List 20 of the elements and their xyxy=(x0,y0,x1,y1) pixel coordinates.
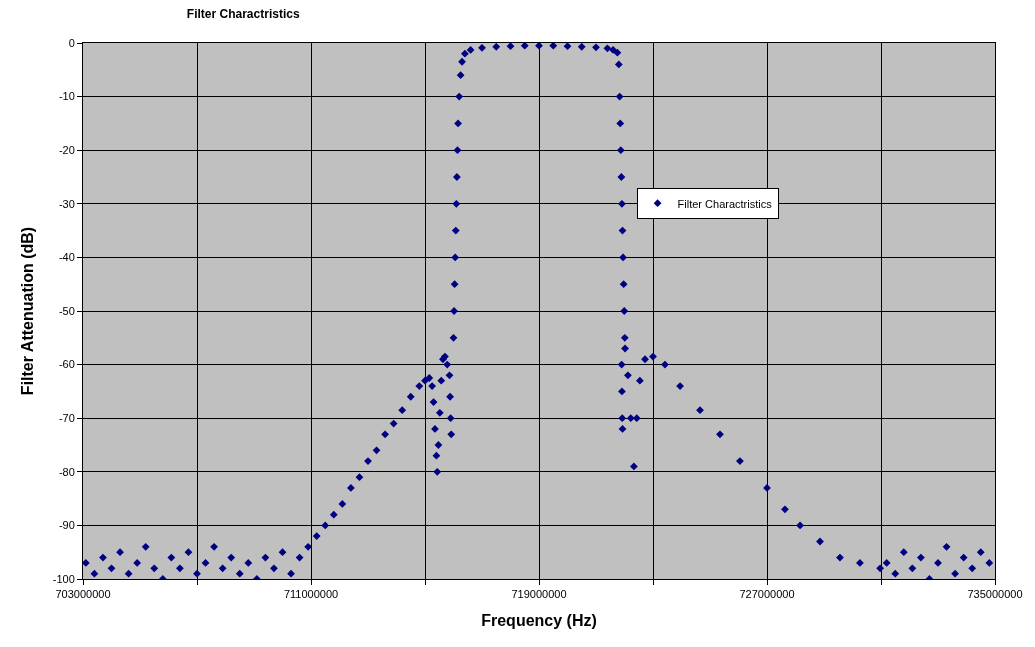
x-tick-label: 719000000 xyxy=(511,588,567,601)
y-tick-label: 0 xyxy=(68,36,75,49)
x-tick-label: 727000000 xyxy=(739,588,795,601)
y-tick-label: -80 xyxy=(58,465,75,478)
x-tick-label: 735000000 xyxy=(967,588,1023,601)
y-tick-label: -50 xyxy=(58,304,75,317)
y-tick-label: -40 xyxy=(58,251,75,264)
y-tick-label: -60 xyxy=(58,358,75,371)
legend-label: Filter Charactristics xyxy=(677,197,773,210)
y-tick-label: -20 xyxy=(58,144,75,157)
x-tick-label: 711000000 xyxy=(283,588,339,601)
y-tick-label: -70 xyxy=(58,412,75,425)
y-axis-title: Filter Attenuation (dB) xyxy=(18,226,36,396)
x-tick-label: 703000000 xyxy=(55,588,111,601)
chart-title: Filter Charactristics xyxy=(186,7,300,22)
y-tick-label: -90 xyxy=(58,519,75,532)
y-tick-label: -10 xyxy=(58,90,75,103)
x-axis-title: Frequency (Hz) xyxy=(481,611,597,629)
y-tick-label: -30 xyxy=(58,197,75,210)
y-tick-label: -100 xyxy=(52,572,75,585)
